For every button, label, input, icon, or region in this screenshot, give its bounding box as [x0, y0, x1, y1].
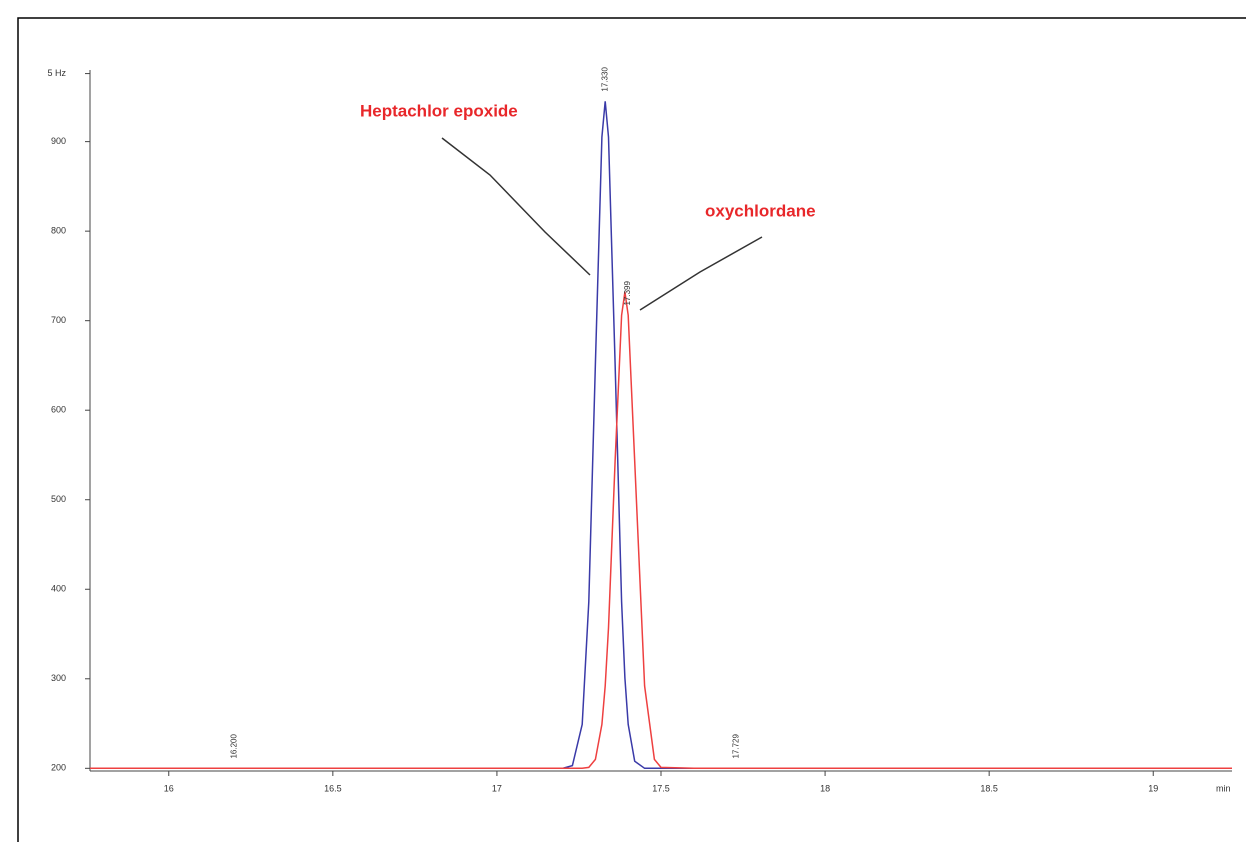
x-tick-label: 19	[1148, 783, 1158, 793]
y-tick-label: 400	[51, 584, 66, 594]
y-tick-label: 600	[51, 405, 66, 415]
frame	[17, 17, 1246, 842]
series-line	[90, 101, 1232, 770]
peak-label: 17.399	[623, 281, 632, 306]
leader-line	[639, 236, 763, 311]
y-tick-label: 800	[51, 226, 66, 236]
y-tick-label: 200	[51, 763, 66, 773]
x-tick-label: 16	[164, 783, 174, 793]
y-tick-label: 500	[51, 494, 66, 504]
peak-label: 17.729	[731, 734, 740, 759]
annotation: Heptachlor epoxide	[360, 101, 518, 120]
x-axis-label: min	[1216, 783, 1231, 793]
peak-label: 17.330	[600, 67, 609, 92]
y-tick-label: 5 Hz	[47, 68, 66, 78]
x-tick-label: 17	[492, 783, 502, 793]
x-tick-label: 18.5	[980, 783, 998, 793]
x-tick-label: 16.5	[324, 783, 342, 793]
y-tick-label: 900	[51, 136, 66, 146]
y-tick-label: 700	[51, 315, 66, 325]
annotation: oxychlordane	[705, 201, 816, 220]
series-line	[90, 291, 1232, 770]
x-tick-label: 18	[820, 783, 830, 793]
leader-line	[441, 137, 591, 276]
x-tick-label: 17.5	[652, 783, 670, 793]
peak-label: 16.200	[230, 734, 239, 759]
y-tick-label: 300	[51, 673, 66, 683]
